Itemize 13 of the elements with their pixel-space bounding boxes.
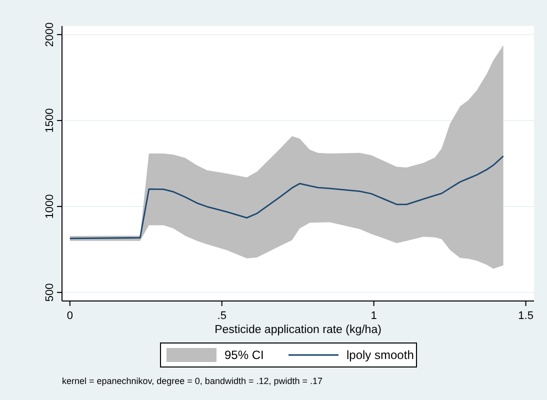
text: 95% CI [224, 348, 264, 362]
x-axis-title: Pesticide application rate (kg/ha) [214, 324, 382, 336]
y-tick-label: 2000 [44, 22, 56, 47]
x-tick-label: 1 [370, 310, 377, 322]
line-series [69, 155, 504, 240]
legend-label: lpoly smooth [346, 348, 414, 362]
y-tick-label: 1500 [44, 108, 56, 133]
x-tick-label: .5 [217, 310, 226, 322]
x-tick-label: 0 [66, 310, 73, 322]
x-tick-label: 1.5 [518, 310, 534, 322]
y-tick-label: 500 [44, 283, 56, 302]
y-tick-label: 1000 [44, 194, 56, 219]
text: kernel = epanechnikov, degree = 0, bandwidth = .12, pwidth = .17 [62, 376, 323, 386]
